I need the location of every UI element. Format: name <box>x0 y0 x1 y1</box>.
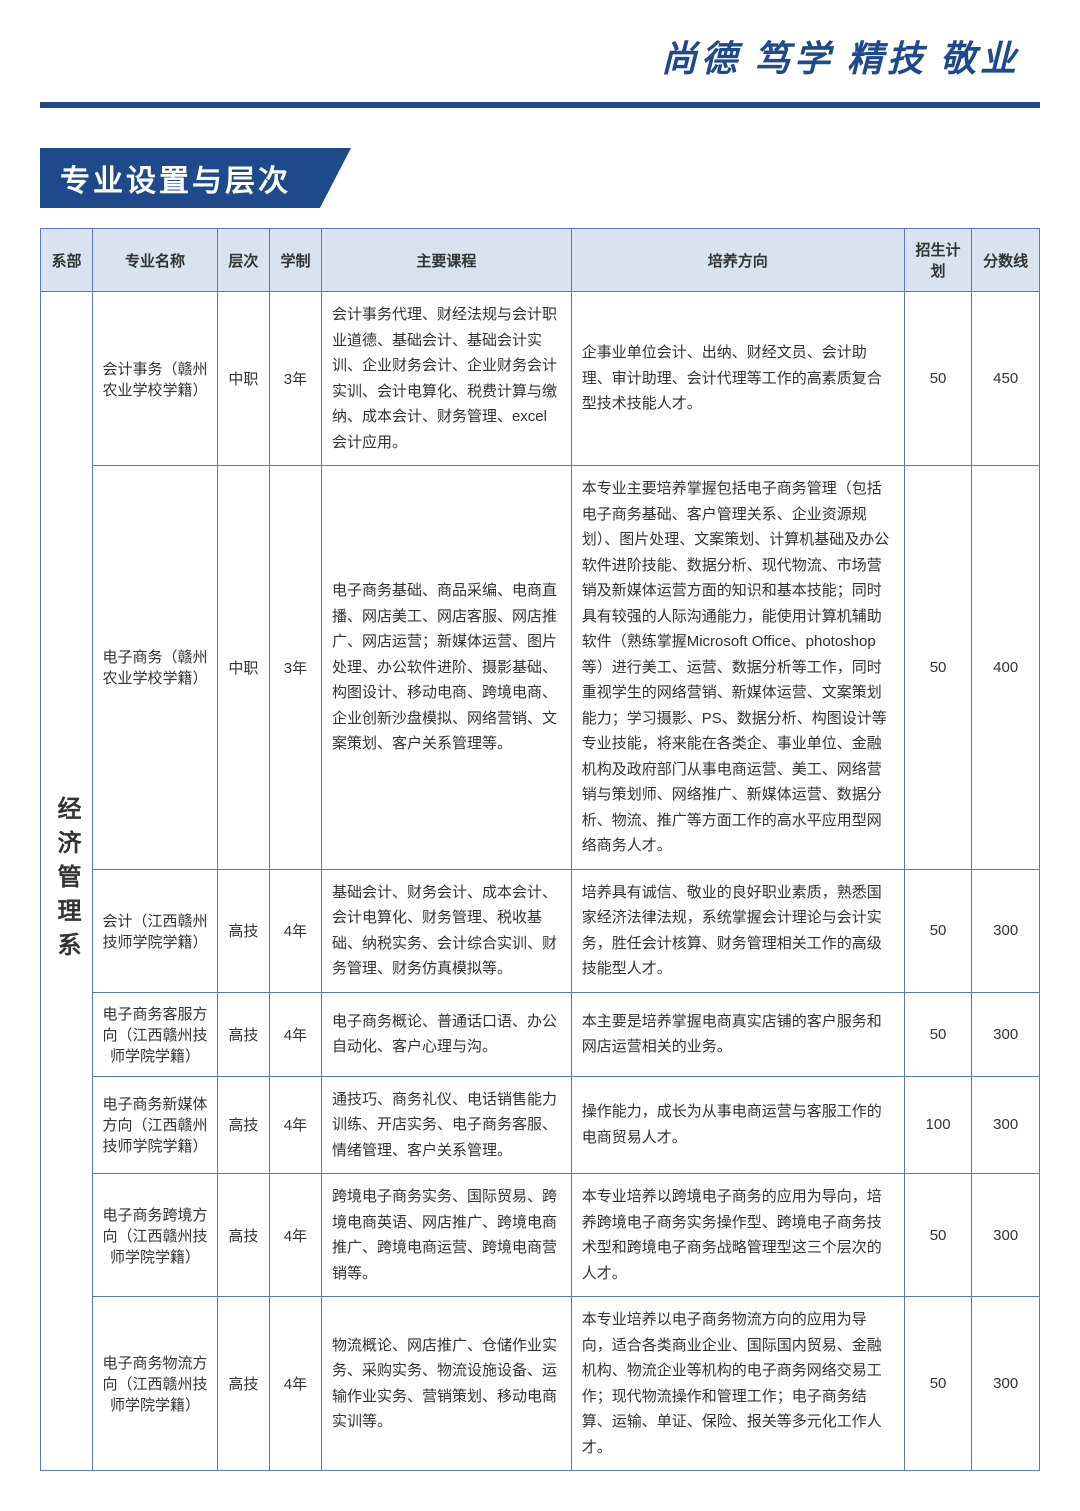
table-row: 电子商务跨境方向（江西赣州技师学院学籍）高技4年跨境电子商务实务、国际贸易、跨境… <box>41 1174 1040 1297</box>
cell-name: 电子商务物流方向（江西赣州技师学院学籍） <box>93 1297 218 1471</box>
cell-level: 高技 <box>217 1297 269 1471</box>
table-row: 经济管理系会计事务（赣州农业学校学籍）中职3年会计事务代理、财经法规与会计职业道… <box>41 292 1040 466</box>
cell-years: 3年 <box>269 292 321 466</box>
cell-course: 电子商务基础、商品采编、电商直播、网店美工、网店客服、网店推广、网店运营；新媒体… <box>321 466 571 870</box>
table-container: 系部 专业名称 层次 学制 主要课程 培养方向 招生计划 分数线 经济管理系会计… <box>0 228 1080 1511</box>
cell-course: 物流概论、网店推广、仓储作业实务、采购实务、物流设施设备、运输作业实务、营销策划… <box>321 1297 571 1471</box>
cell-course: 电子商务概论、普通话口语、办公自动化、客户心理与沟。 <box>321 992 571 1076</box>
divider-bar <box>40 102 1040 108</box>
table-row: 电子商务物流方向（江西赣州技师学院学籍）高技4年物流概论、网店推广、仓储作业实务… <box>41 1297 1040 1471</box>
cell-name: 电子商务（赣州农业学校学籍） <box>93 466 218 870</box>
cell-name: 会计（江西赣州技师学院学籍） <box>93 869 218 992</box>
cell-name: 电子商务跨境方向（江西赣州技师学院学籍） <box>93 1174 218 1297</box>
cell-years: 4年 <box>269 1076 321 1174</box>
cell-course: 会计事务代理、财经法规与会计职业道德、基础会计、基础会计实训、企业财务会计、企业… <box>321 292 571 466</box>
page-title: 专业设置与层次 <box>40 148 351 208</box>
col-level: 层次 <box>217 229 269 292</box>
cell-plan: 50 <box>904 869 972 992</box>
cell-name: 电子商务客服方向（江西赣州技师学院学籍） <box>93 992 218 1076</box>
cell-score: 450 <box>972 292 1040 466</box>
cell-score: 300 <box>972 1076 1040 1174</box>
col-years: 学制 <box>269 229 321 292</box>
table-row: 会计（江西赣州技师学院学籍）高技4年基础会计、财务会计、成本会计、会计电算化、财… <box>41 869 1040 992</box>
cell-score: 300 <box>972 1174 1040 1297</box>
cell-plan: 50 <box>904 466 972 870</box>
cell-years: 4年 <box>269 1174 321 1297</box>
cell-direction: 培养具有诚信、敬业的良好职业素质，熟悉国家经济法律法规，系统掌握会计理论与会计实… <box>571 869 904 992</box>
cell-plan: 50 <box>904 992 972 1076</box>
cell-plan: 50 <box>904 1174 972 1297</box>
cell-years: 4年 <box>269 992 321 1076</box>
majors-table: 系部 专业名称 层次 学制 主要课程 培养方向 招生计划 分数线 经济管理系会计… <box>40 228 1040 1471</box>
cell-level: 高技 <box>217 869 269 992</box>
cell-direction: 企事业单位会计、出纳、财经文员、会计助理、审计助理、会计代理等工作的高素质复合型… <box>571 292 904 466</box>
cell-level: 高技 <box>217 992 269 1076</box>
cell-plan: 50 <box>904 1297 972 1471</box>
cell-name: 电子商务新媒体方向（江西赣州技师学院学籍） <box>93 1076 218 1174</box>
title-banner: 专业设置与层次 <box>40 148 1040 198</box>
cell-plan: 100 <box>904 1076 972 1174</box>
table-row: 电子商务客服方向（江西赣州技师学院学籍）高技4年电子商务概论、普通话口语、办公自… <box>41 992 1040 1076</box>
col-direction: 培养方向 <box>571 229 904 292</box>
cell-course: 跨境电子商务实务、国际贸易、跨境电商英语、网店推广、跨境电商推广、跨境电商运营、… <box>321 1174 571 1297</box>
cell-direction: 本专业主要培养掌握包括电子商务管理（包括电子商务基础、客户管理关系、企业资源规划… <box>571 466 904 870</box>
cell-course: 基础会计、财务会计、成本会计、会计电算化、财务管理、税收基础、纳税实务、会计综合… <box>321 869 571 992</box>
header: 尚德 笃学 精技 敬业 <box>0 0 1080 102</box>
cell-years: 4年 <box>269 869 321 992</box>
col-name: 专业名称 <box>93 229 218 292</box>
school-motto: 尚德 笃学 精技 敬业 <box>661 39 1020 79</box>
cell-course: 通技巧、商务礼仪、电话销售能力训练、开店实务、电子商务客服、情绪管理、客户关系管… <box>321 1076 571 1174</box>
cell-name: 会计事务（赣州农业学校学籍） <box>93 292 218 466</box>
col-dept: 系部 <box>41 229 93 292</box>
col-plan: 招生计划 <box>904 229 972 292</box>
table-row: 电子商务新媒体方向（江西赣州技师学院学籍）高技4年通技巧、商务礼仪、电话销售能力… <box>41 1076 1040 1174</box>
cell-score: 300 <box>972 869 1040 992</box>
cell-plan: 50 <box>904 292 972 466</box>
cell-direction: 本专业培养以跨境电子商务的应用为导向，培养跨境电子商务实务操作型、跨境电子商务技… <box>571 1174 904 1297</box>
cell-direction: 本专业培养以电子商务物流方向的应用为导向，适合各类商业企业、国际国内贸易、金融机… <box>571 1297 904 1471</box>
cell-score: 300 <box>972 1297 1040 1471</box>
cell-level: 中职 <box>217 466 269 870</box>
cell-score: 300 <box>972 992 1040 1076</box>
cell-direction: 本主要是培养掌握电商真实店铺的客户服务和网店运营相关的业务。 <box>571 992 904 1076</box>
cell-level: 高技 <box>217 1174 269 1297</box>
table-row: 电子商务（赣州农业学校学籍）中职3年电子商务基础、商品采编、电商直播、网店美工、… <box>41 466 1040 870</box>
cell-years: 3年 <box>269 466 321 870</box>
cell-level: 中职 <box>217 292 269 466</box>
department-cell: 经济管理系 <box>41 292 93 1471</box>
cell-direction: 操作能力，成长为从事电商运营与客服工作的电商贸易人才。 <box>571 1076 904 1174</box>
col-course: 主要课程 <box>321 229 571 292</box>
col-score: 分数线 <box>972 229 1040 292</box>
cell-years: 4年 <box>269 1297 321 1471</box>
cell-level: 高技 <box>217 1076 269 1174</box>
cell-score: 400 <box>972 466 1040 870</box>
table-header-row: 系部 专业名称 层次 学制 主要课程 培养方向 招生计划 分数线 <box>41 229 1040 292</box>
